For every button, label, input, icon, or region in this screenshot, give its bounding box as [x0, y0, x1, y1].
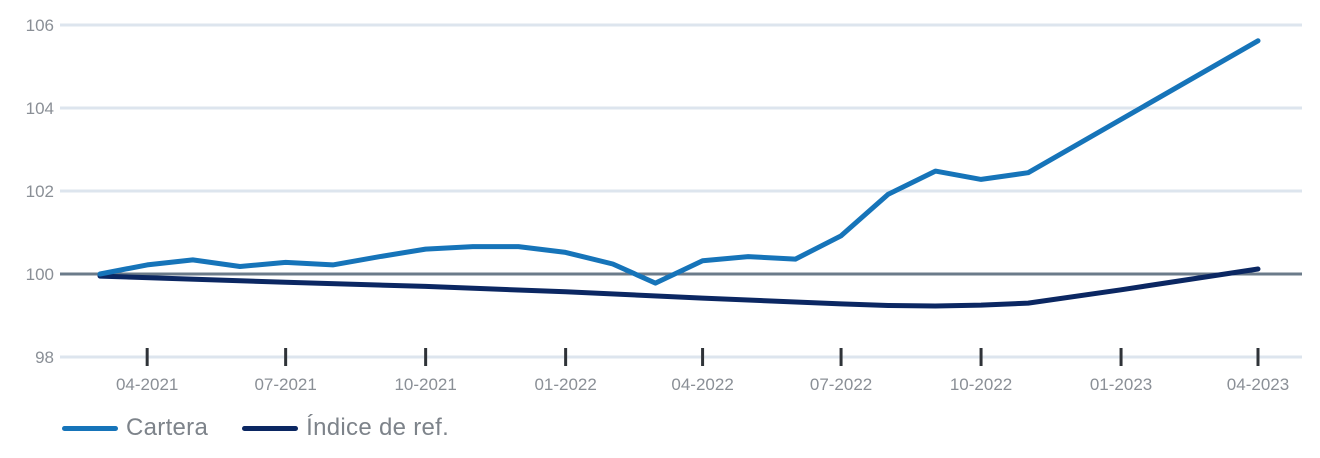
x-tick-label: 10-2021	[394, 375, 456, 394]
series-line-indice	[97, 266, 1261, 309]
legend-item-cartera: Cartera	[62, 414, 208, 442]
y-axis-ticks: 98 100 102 104 106	[26, 16, 54, 367]
x-tick-label: 07-2021	[254, 375, 316, 394]
x-tick-label: 04-2023	[1227, 375, 1289, 394]
series-line-cartera	[97, 38, 1261, 286]
series-lines	[97, 38, 1261, 309]
legend: Cartera Índice de ref.	[62, 414, 449, 442]
y-tick-label: 106	[26, 16, 54, 35]
x-tick-label: 04-2021	[116, 375, 178, 394]
gridlines	[60, 23, 1302, 359]
y-tick-label: 102	[26, 182, 54, 201]
x-tick-label: 01-2023	[1090, 375, 1152, 394]
x-tick-label: 01-2022	[534, 375, 596, 394]
x-axis-ticks: 04-2021 07-2021 10-2021 01-2022 04-2022 07-20…	[116, 348, 1289, 394]
line-chart: 98 100 102 104 106 04-2021 07-2021 10-2021 01-2…	[26, 16, 1302, 394]
x-tick-label: 04-2022	[671, 375, 733, 394]
legend-label-cartera: Cartera	[126, 414, 209, 441]
x-tick-label: 07-2022	[810, 375, 872, 394]
x-tick-label: 10-2022	[950, 375, 1012, 394]
legend-item-indice: Índice de ref.	[242, 414, 449, 442]
legend-swatch-cartera	[62, 425, 118, 431]
y-tick-label: 100	[26, 265, 54, 284]
y-tick-label: 98	[35, 348, 54, 367]
legend-swatch-indice	[242, 425, 299, 431]
y-tick-label: 104	[26, 99, 54, 118]
legend-label-indice: Índice de ref.	[306, 414, 450, 441]
